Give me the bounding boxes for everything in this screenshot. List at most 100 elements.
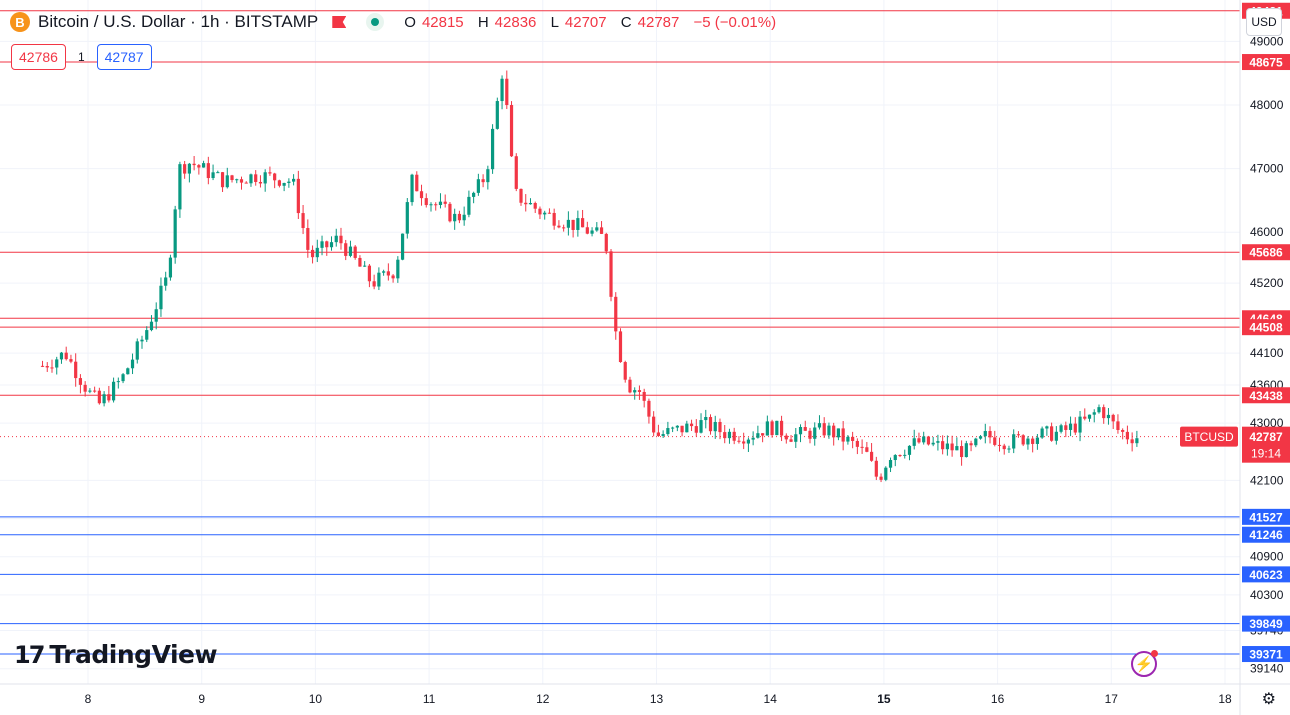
candle-body (737, 440, 741, 442)
candle-body (453, 213, 457, 222)
candle-body (277, 180, 281, 186)
y-tick-label: 43000 (1250, 416, 1284, 430)
candle-body (1012, 434, 1016, 449)
candle-body (1045, 426, 1049, 429)
bitcoin-icon: B (10, 12, 30, 32)
candle-body (130, 359, 135, 369)
candle-body (282, 182, 286, 186)
candle-body (348, 246, 353, 256)
candle-body (216, 172, 220, 174)
candle-body (1125, 431, 1130, 440)
candle-body (614, 296, 618, 332)
candle-body (239, 179, 244, 183)
candle-body (685, 423, 689, 433)
candle-body (382, 271, 386, 273)
open-value: 42815 (421, 13, 464, 31)
candle-body (467, 196, 471, 215)
symbol-title[interactable]: Bitcoin / U.S. Dollar · 1h · BITSTAMP (38, 12, 319, 31)
candle-body (135, 341, 139, 360)
candle-body (751, 437, 755, 440)
candles (40, 70, 1139, 483)
candle-body (40, 365, 45, 367)
bolt-icon[interactable]: ⚡ (1131, 650, 1158, 677)
high-label: H (477, 13, 489, 31)
level-label-41246: 41246 (1249, 528, 1283, 542)
level-tag-43438 (1242, 387, 1290, 404)
candle-body (784, 435, 788, 440)
symbol-header[interactable]: B Bitcoin / U.S. Dollar · 1h · BITSTAMP … (10, 10, 786, 34)
candle-body (585, 227, 589, 234)
high-value: 42836 (494, 13, 537, 31)
candle-body (448, 203, 452, 222)
candle-body (623, 362, 627, 380)
candle-body (1073, 423, 1077, 433)
candle-body (1059, 425, 1063, 432)
candle-body (1026, 438, 1030, 445)
candle-body (154, 309, 158, 322)
candle-body (528, 202, 533, 205)
candle-body (419, 191, 424, 199)
ask-button[interactable]: 42787 (96, 44, 152, 70)
flag-icon[interactable] (332, 16, 346, 28)
candle-body (680, 425, 684, 433)
candle-body (486, 169, 490, 183)
logo-mark: 17 (14, 640, 45, 669)
logo-text: TradingView (49, 640, 218, 669)
candle-body (339, 235, 343, 244)
candle-body (694, 426, 698, 433)
candle-body (50, 367, 54, 369)
candle-body (438, 201, 443, 206)
candle-body (1064, 425, 1068, 430)
x-tick-label: 18 (1218, 692, 1232, 706)
level-tag-44508 (1242, 319, 1290, 336)
candle-body (111, 381, 116, 401)
candle-body (723, 432, 727, 439)
candle-body (841, 428, 845, 442)
currency-button[interactable]: USD (1246, 8, 1282, 36)
candle-body (45, 366, 49, 368)
tradingview-logo[interactable]: 17 TradingView (14, 640, 218, 669)
candle-body (969, 443, 973, 446)
candle-body (732, 431, 736, 441)
candle-body (1121, 429, 1125, 432)
candle-body (310, 249, 315, 258)
candle-body (1002, 445, 1006, 450)
level-tag-41246 (1242, 526, 1290, 543)
countdown-label: 19:14 (1251, 447, 1281, 461)
close-label: C (620, 13, 632, 31)
candle-body (628, 379, 632, 393)
close-value: 42787 (637, 13, 680, 31)
candle-body (1021, 435, 1025, 445)
candle-body (538, 208, 542, 215)
candle-body (173, 209, 177, 258)
candle-body (708, 417, 713, 432)
low-label: L (550, 13, 559, 31)
gear-icon[interactable]: ⚙ (1261, 691, 1276, 708)
horizontal-levels[interactable] (0, 10, 1240, 655)
candle-body (727, 431, 732, 439)
candle-body (917, 438, 921, 443)
candle-body (273, 173, 277, 181)
level-tag-45686 (1242, 244, 1290, 261)
candle-body (718, 421, 722, 433)
candle-body (1130, 439, 1134, 444)
time-axis[interactable]: 8 9 10 11 12 13 14 15 16 17 18 (85, 692, 1232, 706)
bid-button[interactable]: 42786 (11, 44, 66, 70)
candle-body (457, 213, 462, 221)
candle-body (552, 212, 556, 226)
grid (0, 0, 1240, 684)
candle-body (301, 213, 305, 229)
candle-body (178, 164, 182, 210)
candle-body (978, 436, 983, 439)
level-label-39849: 39849 (1249, 617, 1283, 631)
candle-body (699, 420, 703, 433)
candle-body (955, 446, 959, 451)
level-label-40623: 40623 (1249, 568, 1283, 582)
candle-body (742, 441, 746, 444)
level-label-48675: 48675 (1249, 56, 1283, 70)
candle-body (779, 420, 784, 436)
candle-body (941, 441, 945, 450)
candle-body (88, 390, 92, 392)
candle-body (1068, 423, 1073, 430)
